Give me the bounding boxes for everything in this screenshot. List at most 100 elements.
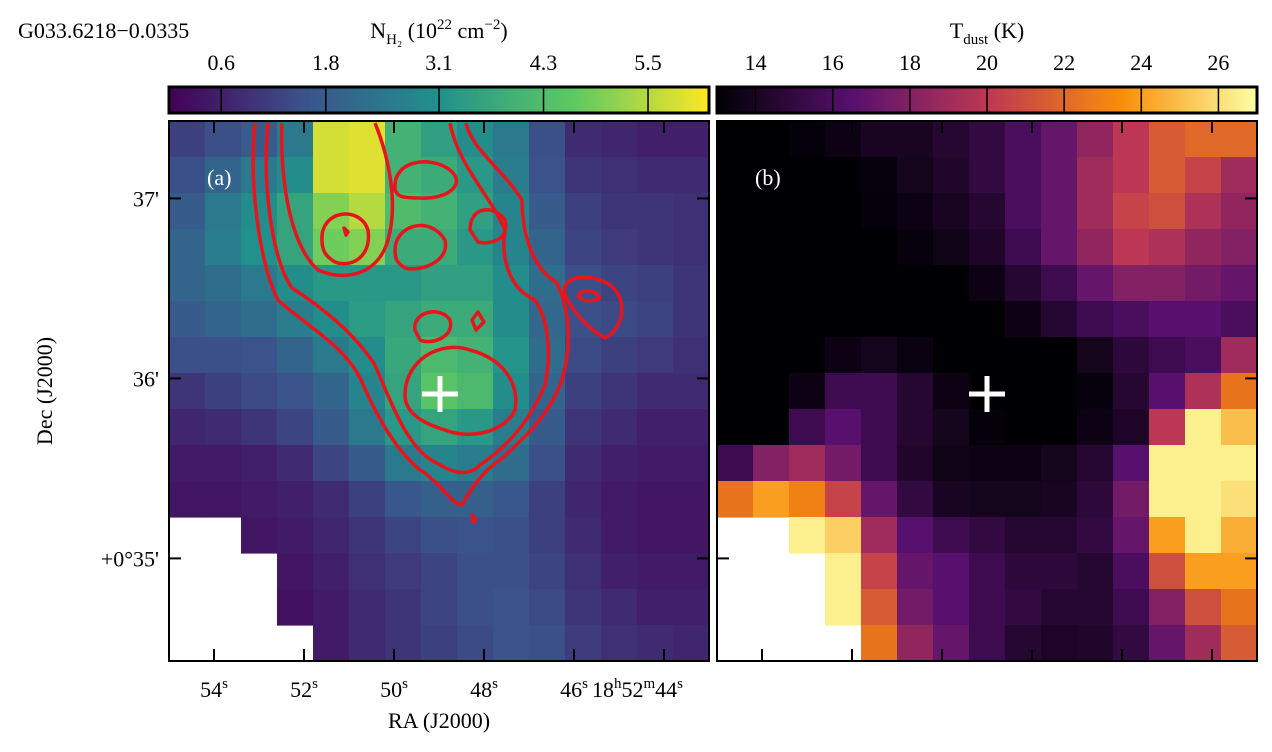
heatmap-cell — [1113, 121, 1150, 158]
heatmap-cell — [673, 445, 710, 482]
heatmap-cell — [1077, 625, 1114, 662]
heatmap-cell — [1185, 157, 1222, 194]
heatmap-cell — [1113, 589, 1150, 626]
heatmap-cell — [241, 517, 278, 554]
heatmap-cell — [825, 445, 862, 482]
heatmap-cell — [349, 445, 386, 482]
colorbar-label-part: dust — [963, 32, 989, 48]
heatmap-cell — [861, 553, 898, 590]
heatmap-cell — [1149, 373, 1186, 410]
heatmap-cell — [861, 589, 898, 626]
heatmap-cell — [1113, 445, 1150, 482]
heatmap-cell — [241, 409, 278, 446]
heatmap-cell — [1041, 481, 1078, 518]
heatmap-cell — [1221, 265, 1258, 302]
colorbar-tick-label: 1.8 — [312, 50, 340, 75]
heatmap-cell — [529, 553, 566, 590]
heatmap-cell — [457, 481, 494, 518]
heatmap-cell — [493, 589, 530, 626]
heatmap-cell — [969, 337, 1006, 374]
contour — [470, 513, 478, 524]
heatmap-cell — [933, 373, 970, 410]
heatmap-cell — [1185, 481, 1222, 518]
heatmap-cell — [637, 553, 674, 590]
heatmap-cell — [861, 157, 898, 194]
heatmap-cell — [565, 625, 602, 662]
x-tick-label-part: 44 — [655, 677, 677, 702]
heatmap-cell — [825, 193, 862, 230]
contour — [251, 122, 570, 507]
heatmap-cell — [385, 481, 422, 518]
heatmap-cell — [753, 265, 790, 302]
heatmap-cell — [241, 481, 278, 518]
heatmap-cell — [385, 121, 422, 158]
heatmap-cell — [897, 589, 934, 626]
heatmap-cell — [1185, 517, 1222, 554]
heatmap-cell — [1221, 481, 1258, 518]
heatmap-cell — [457, 265, 494, 302]
heatmap-cell — [1041, 409, 1078, 446]
heatmap-cell — [349, 301, 386, 338]
x-tick-label-part: 46 — [560, 677, 582, 702]
heatmap-cell — [969, 301, 1006, 338]
heatmap-cell — [1185, 589, 1222, 626]
colorbar-tick-label: 24 — [1130, 50, 1152, 75]
heatmap-cell — [529, 589, 566, 626]
heatmap-cell — [637, 301, 674, 338]
x-tick-label-part: 50 — [380, 677, 402, 702]
heatmap-cell — [825, 373, 862, 410]
heatmap-cell — [169, 301, 206, 338]
heatmap-cell — [1113, 157, 1150, 194]
chart-title: G033.6218−0.0335 — [18, 18, 189, 43]
heatmap-cell — [673, 337, 710, 374]
heatmap-cell — [753, 157, 790, 194]
x-tick-label-part: s — [222, 676, 228, 692]
x-tick-label-part: 54 — [200, 677, 222, 702]
heatmap-cell — [969, 517, 1006, 554]
heatmap-cell — [753, 193, 790, 230]
heatmap-cell — [717, 121, 754, 158]
heatmap-cell — [789, 229, 826, 266]
heatmap-cell — [789, 157, 826, 194]
heatmap-cell — [1185, 337, 1222, 374]
heatmap-cell — [1113, 373, 1150, 410]
heatmap-cell — [673, 589, 710, 626]
heatmap-cell — [205, 481, 242, 518]
heatmap-cell — [205, 157, 242, 194]
heatmap-cell — [1113, 481, 1150, 518]
heatmap-cell — [897, 373, 934, 410]
markers — [422, 376, 1005, 412]
heatmap-cell — [1149, 265, 1186, 302]
heatmap-cell — [601, 625, 638, 662]
heatmap-cell — [637, 265, 674, 302]
heatmap-cell — [637, 481, 674, 518]
heatmap-cell — [897, 337, 934, 374]
heatmap-cell — [457, 517, 494, 554]
heatmap-cell — [565, 517, 602, 554]
x-tick-label: 48s — [470, 676, 498, 702]
heatmap-cell — [673, 517, 710, 554]
heatmap-cell — [789, 193, 826, 230]
heatmap-cell — [753, 301, 790, 338]
heatmap-cell — [1221, 121, 1258, 158]
heatmap-cell — [169, 445, 206, 482]
heatmap-cell — [601, 589, 638, 626]
heatmap-cell — [897, 445, 934, 482]
heatmap-cell — [385, 553, 422, 590]
heatmap-cell — [933, 157, 970, 194]
heatmap-cell — [385, 265, 422, 302]
heatmap-cell — [313, 445, 350, 482]
x-tick-label-part: s — [492, 676, 498, 692]
x-tick-label-part: 48 — [470, 677, 492, 702]
heatmap-cell — [313, 157, 350, 194]
heatmap-cell — [313, 409, 350, 446]
heatmap-cell — [241, 301, 278, 338]
heatmap-cell — [205, 301, 242, 338]
heatmap-cell — [529, 157, 566, 194]
heatmap-cell — [493, 481, 530, 518]
heatmap-cell — [933, 229, 970, 266]
heatmap-cell — [529, 517, 566, 554]
heatmap-cell — [753, 481, 790, 518]
heatmap-cell — [241, 121, 278, 158]
heatmap-cell — [861, 517, 898, 554]
